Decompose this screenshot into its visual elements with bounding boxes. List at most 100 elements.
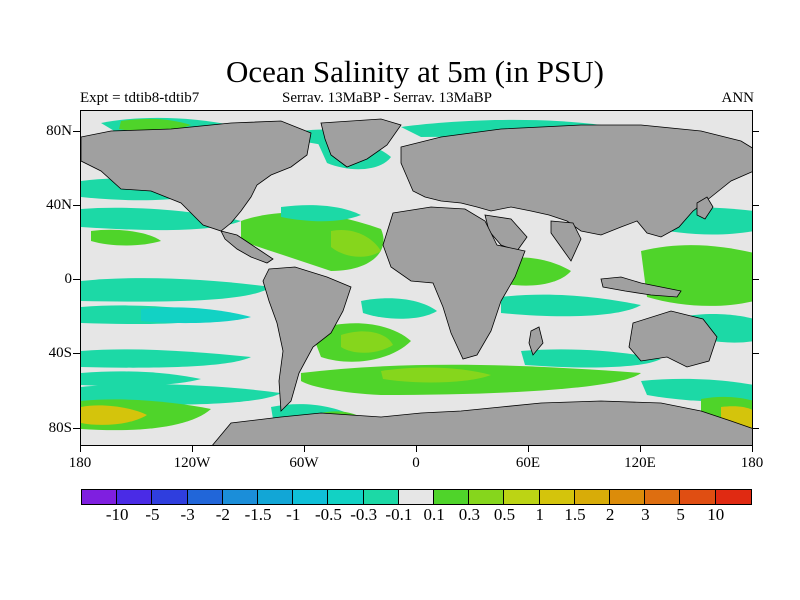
indonesia — [600, 276, 682, 298]
map-title: Ocean Salinity at 5m (in PSU) — [226, 54, 604, 89]
color-legend-swatch — [117, 490, 153, 504]
contour-atlantic-green — [241, 212, 384, 271]
japan — [696, 196, 714, 220]
contour-npac-green-2 — [91, 229, 161, 246]
lon-tick — [304, 446, 305, 452]
lat-tick — [73, 131, 80, 132]
contour-atlantic-teal — [281, 205, 361, 222]
lat-tick — [73, 279, 80, 280]
color-legend-swatch — [293, 490, 329, 504]
color-legend-bar — [81, 489, 752, 505]
australia — [628, 310, 718, 368]
lon-tick — [192, 446, 193, 452]
lon-label: 60W — [289, 455, 319, 471]
color-legend-swatch — [82, 490, 118, 504]
africa — [382, 206, 526, 360]
lon-tick — [80, 446, 81, 452]
color-legend-label: -0.5 — [315, 505, 342, 524]
lat-tick — [73, 205, 80, 206]
lat-label: 80S — [48, 420, 72, 436]
color-legend-swatch — [258, 490, 294, 504]
continents — [81, 118, 752, 445]
contour-eq-pacific-teal-2 — [81, 371, 201, 387]
lon-label: 60E — [515, 455, 541, 471]
central-america — [220, 230, 274, 264]
lat-label: 80N — [46, 123, 72, 139]
color-legend-swatch — [328, 490, 364, 504]
color-legend-label: -1 — [286, 505, 301, 524]
color-legend-swatch — [222, 490, 259, 504]
experiment-label: Expt = tdtib8-tdtib7 — [80, 90, 200, 106]
lon-tick — [416, 446, 417, 452]
contour-wpac-green — [641, 245, 752, 306]
color-legend-swatch — [539, 490, 575, 504]
contour-eq-pacific-teal — [81, 349, 251, 368]
color-legend-swatch — [187, 490, 223, 504]
lon-label: 120E — [624, 455, 656, 471]
lat-tick — [753, 428, 759, 429]
color-legend-swatch — [504, 490, 540, 504]
color-legend-swatch — [152, 490, 188, 504]
color-legend-label: 5 — [676, 505, 685, 524]
lat-tick — [753, 131, 759, 132]
lat-label: 40S — [48, 345, 72, 361]
color-legend-swatch — [645, 490, 681, 504]
greenland — [320, 118, 402, 168]
salinity-field — [81, 117, 752, 445]
color-legend-swatch — [574, 490, 611, 504]
color-legend-label: 2 — [605, 505, 615, 524]
contour-north-pacific-green — [119, 118, 191, 132]
color-legend-swatch — [363, 490, 399, 504]
color-legend-label: -0.1 — [385, 505, 413, 524]
lat-tick — [753, 279, 759, 280]
lat-label: 0 — [64, 271, 73, 287]
contour-south-atlantic-teal — [361, 298, 437, 319]
color-legend-label: -0.3 — [350, 505, 378, 524]
contour-atlantic-mid — [331, 229, 381, 257]
lon-label: 0 — [412, 455, 420, 471]
lon-label: 120W — [173, 455, 211, 471]
contour-southern-teal-3 — [641, 378, 752, 402]
europe-asia — [400, 124, 752, 238]
lat-tick — [753, 205, 759, 206]
color-legend-label: 1.5 — [564, 505, 586, 524]
lon-tick — [528, 446, 529, 452]
contour-south-atlantic-mid — [341, 331, 393, 353]
india — [550, 220, 582, 262]
color-legend-swatch — [398, 490, 435, 504]
south-america — [262, 266, 352, 412]
contour-antarctic-high — [81, 405, 147, 425]
lon-tick — [640, 446, 641, 452]
color-legend-label: 1 — [535, 505, 544, 524]
color-legend-label: 0.3 — [458, 505, 480, 524]
color-legend-swatch — [715, 490, 751, 504]
period-label: Serrav. 13MaBP - Serrav. 13MaBP — [282, 90, 492, 106]
color-legend-swatch — [610, 490, 646, 504]
contour-southern-mid — [381, 367, 491, 383]
color-legend-label: 0.5 — [493, 505, 516, 524]
color-legend-swatch — [434, 490, 470, 504]
color-legend-label: -10 — [105, 505, 129, 524]
lon-tick — [752, 446, 753, 452]
contour-southern-teal — [81, 384, 281, 405]
contour-trop-pacific-blue — [141, 307, 251, 324]
madagascar — [528, 326, 544, 356]
color-legend-label: 0.1 — [423, 505, 445, 524]
color-legend-label: 3 — [641, 505, 650, 524]
contour-indian-teal — [501, 294, 641, 317]
color-legend-label: -1.5 — [244, 505, 272, 524]
color-legend-label: -3 — [180, 505, 195, 524]
lon-label: 180 — [740, 455, 764, 471]
contour-southern-green — [301, 364, 641, 395]
season-label: ANN — [721, 90, 755, 106]
color-legend-label: -2 — [215, 505, 230, 524]
color-legend-swatch — [680, 490, 716, 504]
color-legend-swatch — [469, 490, 505, 504]
lat-label: 40N — [46, 197, 72, 213]
color-legend-label: 10 — [707, 505, 725, 524]
lat-tick — [73, 428, 80, 429]
lat-tick — [753, 353, 759, 354]
contour-trop-pacific-teal — [81, 278, 271, 302]
contour-north-pacific-3 — [81, 207, 241, 231]
north-america — [81, 120, 312, 232]
